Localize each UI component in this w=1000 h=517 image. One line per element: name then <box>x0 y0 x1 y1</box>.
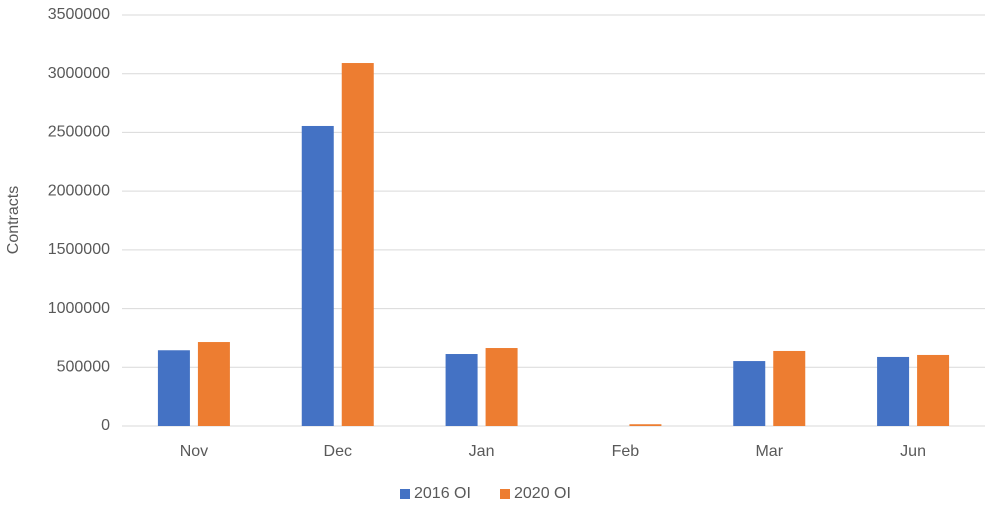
bar <box>773 350 806 426</box>
bar <box>197 342 230 426</box>
bar <box>445 354 478 426</box>
y-tick-label: 2500000 <box>48 124 110 141</box>
y-tick-label: 3000000 <box>48 65 110 82</box>
x-tick-label: Jan <box>469 443 495 460</box>
bar <box>485 348 518 426</box>
x-tick-label: Nov <box>180 443 208 460</box>
y-tick-label: 0 <box>101 417 110 434</box>
y-tick-label: 500000 <box>57 359 110 376</box>
y-tick-label: 3500000 <box>48 6 110 23</box>
bar <box>917 354 950 426</box>
bar <box>157 350 190 426</box>
x-tick-label: Jun <box>900 443 926 460</box>
x-tick-label: Dec <box>324 443 352 460</box>
y-axis-label: Contracts <box>5 186 22 254</box>
bar <box>733 361 766 426</box>
legend-label: 2016 OI <box>414 485 471 502</box>
legend-swatch <box>400 489 410 499</box>
x-tick-label: Mar <box>755 443 783 460</box>
y-tick-label: 1000000 <box>48 300 110 317</box>
y-tick-label: 1500000 <box>48 241 110 258</box>
bar <box>301 125 334 426</box>
bar <box>877 356 910 426</box>
legend-label: 2020 OI <box>514 485 571 502</box>
y-tick-label: 2000000 <box>48 182 110 199</box>
x-tick-label: Feb <box>612 443 640 460</box>
bar <box>629 424 662 426</box>
bar <box>341 63 374 426</box>
legend-swatch <box>500 489 510 499</box>
